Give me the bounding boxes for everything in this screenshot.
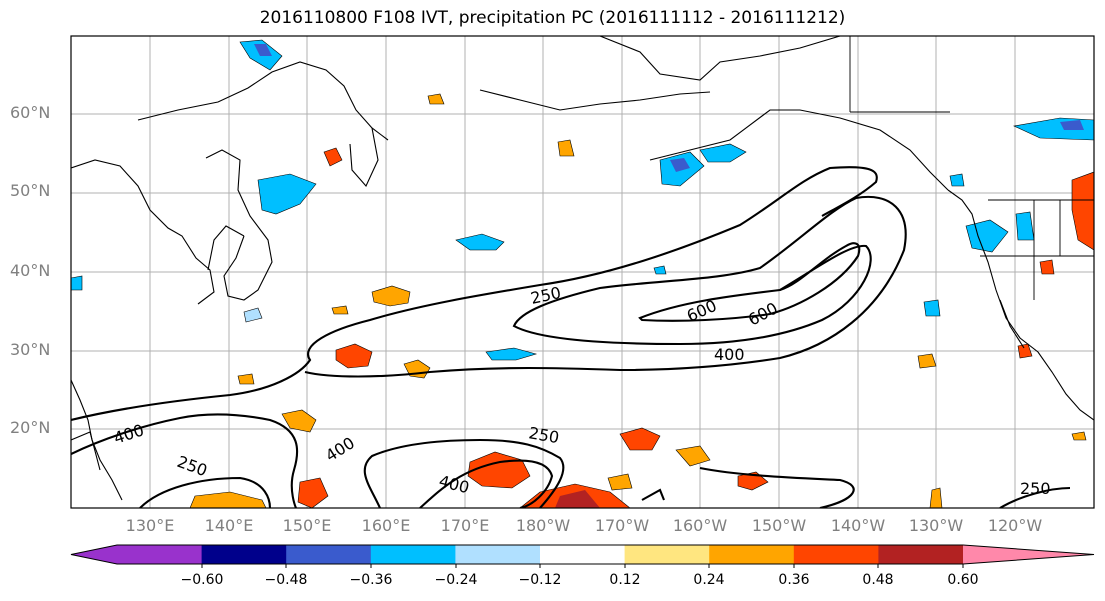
lon-label: 170°W (594, 516, 650, 535)
borders (849, 36, 1094, 300)
lon-label: 180°W (515, 516, 571, 535)
colorbar-swatch (117, 545, 203, 564)
colorbar-tick-label: −0.36 (349, 572, 393, 588)
colorbar-tick-label: −0.48 (264, 572, 308, 588)
lon-label: 130°E (125, 516, 175, 535)
colorbar-swatch (709, 545, 795, 564)
colorbar-extend-low (71, 545, 117, 564)
colorbar-swatch (540, 545, 626, 564)
colorbar-tick-label: 0.12 (609, 572, 641, 588)
colorbar-extend-high (963, 545, 1094, 564)
gridlines (71, 36, 1094, 508)
colorbar (70, 544, 1095, 568)
lon-label: 160°W (672, 516, 728, 535)
colorbar-tick-label: 0.24 (693, 572, 725, 588)
colorbar-outline (70, 544, 1095, 565)
lon-label: 160°E (361, 516, 411, 535)
lon-label: 150°W (751, 516, 807, 535)
ivt-contours (71, 166, 1071, 508)
colorbar-tick-label: 0.36 (778, 572, 810, 588)
lat-label: 20°N (10, 418, 51, 437)
colorbar-swatch (286, 545, 372, 564)
colorbar-swatch (201, 545, 287, 564)
precipitation-anomaly-shading (71, 39, 1094, 508)
lon-label: 170°E (440, 516, 490, 535)
colorbar-swatch (370, 545, 456, 564)
lon-label: 120°W (987, 516, 1043, 535)
colorbar-tick-label: 0.48 (862, 572, 894, 588)
contour-labels: 250 600 600 400 400 400 250 250 400 250 (111, 283, 1050, 498)
lon-label: 140°W (830, 516, 886, 535)
lat-label: 50°N (10, 181, 51, 200)
lon-label: 140°E (204, 516, 254, 535)
lat-label: 30°N (10, 340, 51, 359)
map-title: 2016110800 F108 IVT, precipitation PC (2… (259, 8, 846, 28)
lat-label: 40°N (10, 261, 51, 280)
colorbar-swatch (455, 545, 541, 564)
colorbar-tick-label: −0.24 (434, 572, 478, 588)
coastlines (71, 36, 1094, 501)
lon-label: 150°E (282, 516, 332, 535)
contour-label: 400 (714, 345, 745, 364)
colorbar-swatch (878, 545, 964, 564)
colorbar-tick-label: −0.12 (518, 572, 562, 588)
map-border (70, 35, 1095, 509)
colorbar-tick-label: −0.60 (180, 572, 224, 588)
colorbar-swatch (793, 545, 879, 564)
lon-label: 130°W (908, 516, 964, 535)
colorbar-tick-label: 0.60 (947, 572, 979, 588)
lat-label: 60°N (10, 103, 51, 122)
contour-label: 250 (1020, 479, 1051, 498)
colorbar-swatch (624, 545, 710, 564)
